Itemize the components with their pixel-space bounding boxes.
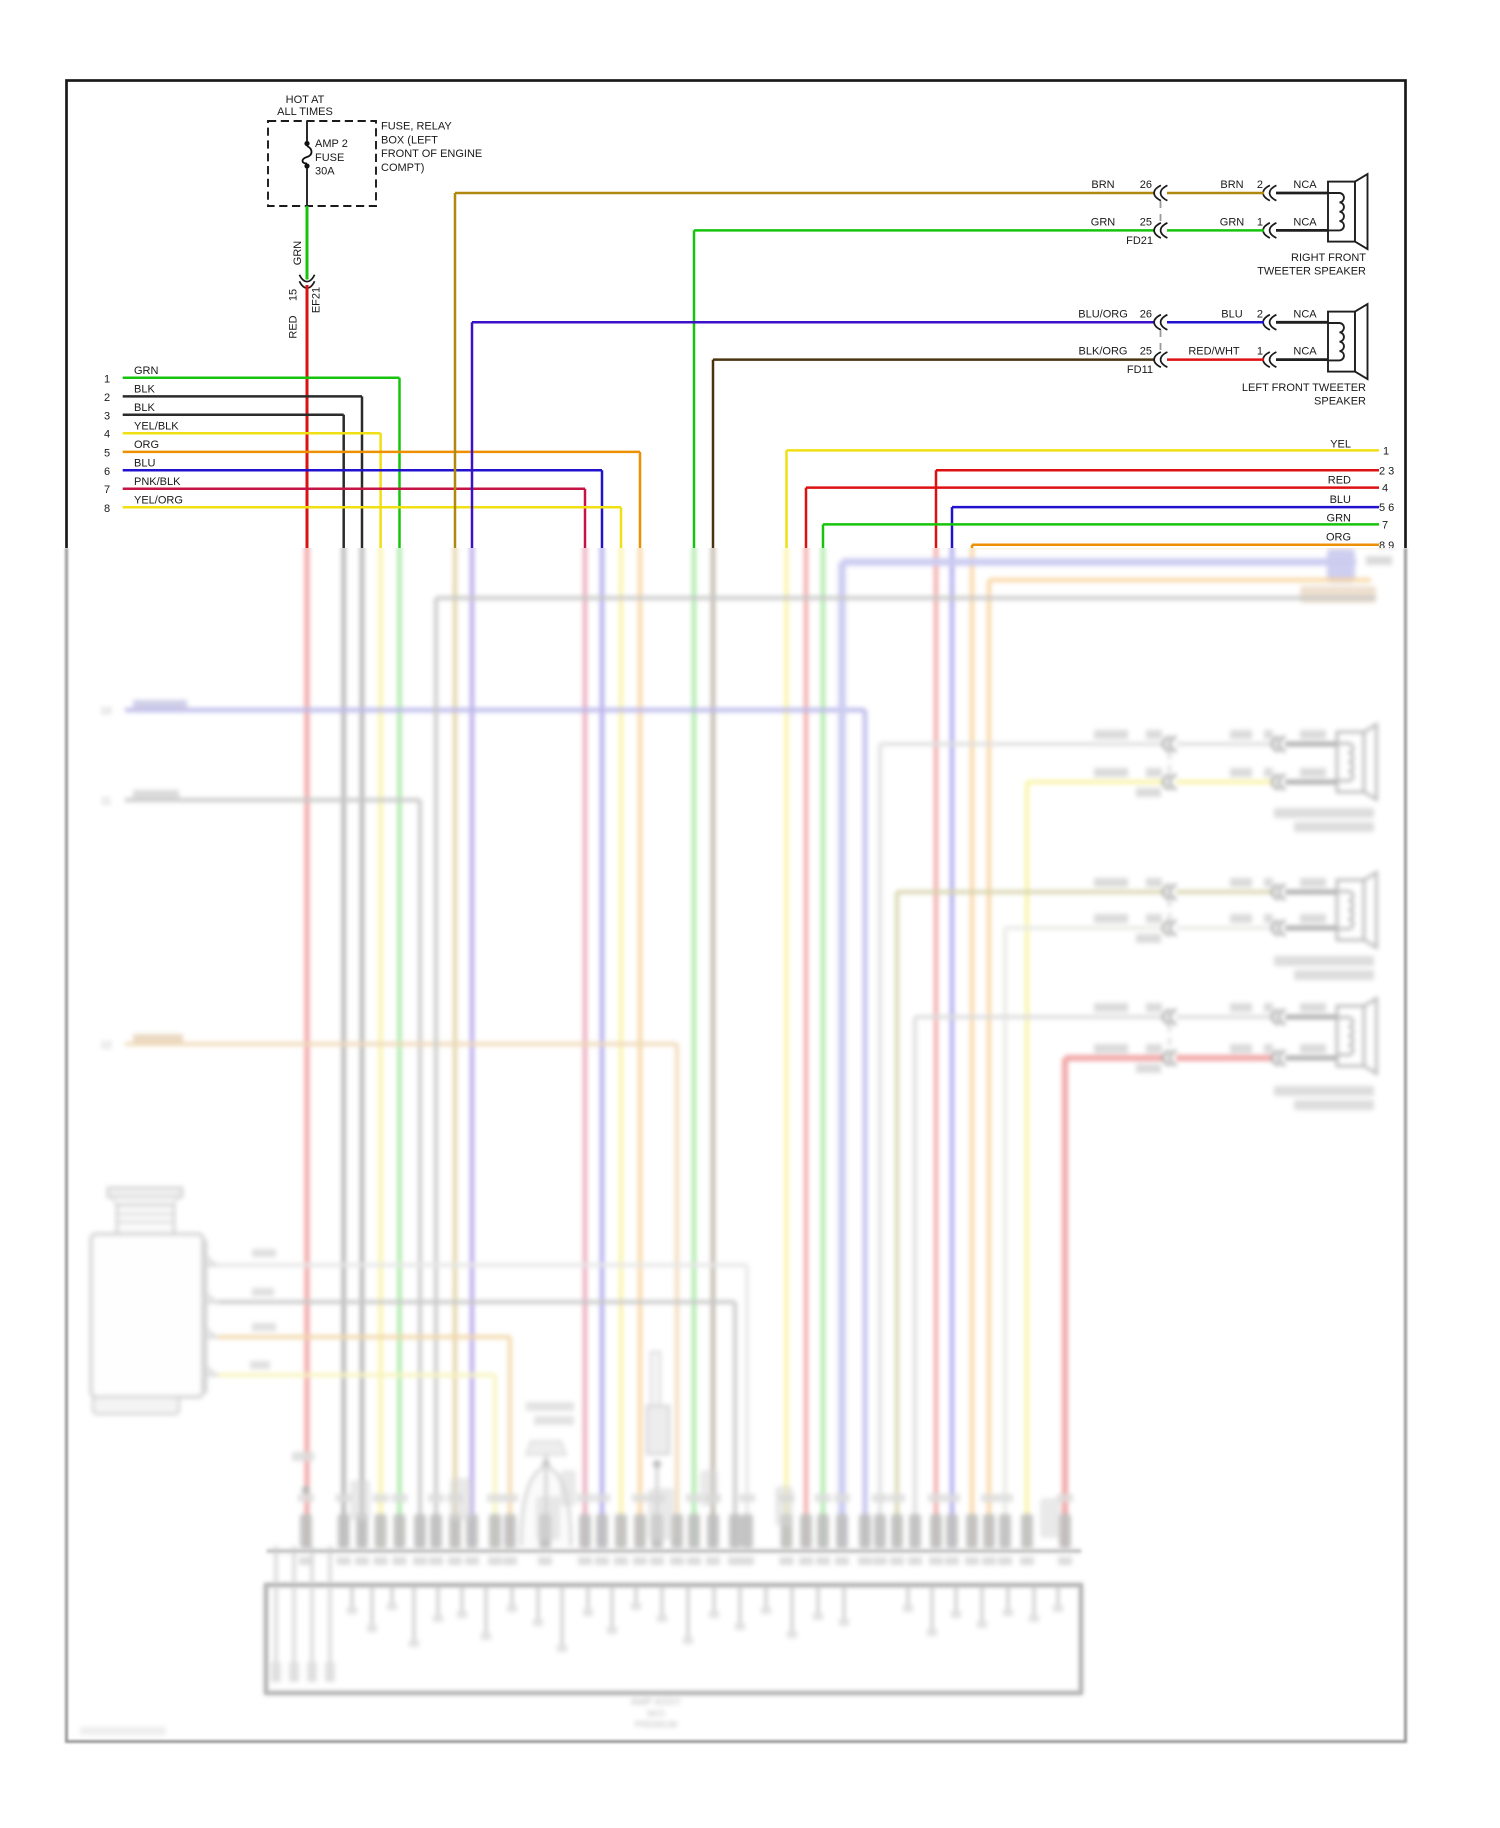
svg-text:1: 1 [1257, 346, 1263, 358]
svg-text:BLU: BLU [1330, 494, 1351, 506]
svg-text:BRN: BRN [1220, 179, 1243, 191]
svg-text:NCA: NCA [1293, 179, 1317, 191]
svg-text:RED/WHT: RED/WHT [1188, 346, 1240, 358]
svg-text:4: 4 [1382, 483, 1388, 495]
svg-text:YEL: YEL [1330, 439, 1351, 451]
svg-text:FUSE, RELAY: FUSE, RELAY [381, 121, 452, 133]
svg-text:BOX (LEFT: BOX (LEFT [381, 134, 438, 146]
svg-text:ALL TIMES: ALL TIMES [277, 106, 333, 118]
svg-text:PREMIUM: PREMIUM [635, 1720, 678, 1730]
svg-text:15: 15 [288, 289, 300, 301]
svg-text:BLK: BLK [134, 384, 155, 396]
svg-text:BLK/ORG: BLK/ORG [1079, 346, 1128, 358]
svg-text:5 6: 5 6 [1379, 502, 1394, 514]
svg-text:1: 1 [1257, 216, 1263, 228]
svg-text:GRN: GRN [1091, 216, 1116, 228]
svg-text:YEL/BLK: YEL/BLK [134, 420, 179, 432]
svg-text:SPEAKER: SPEAKER [1314, 396, 1366, 408]
svg-text:NCA: NCA [1293, 346, 1317, 358]
svg-text:TWEETER SPEAKER: TWEETER SPEAKER [1257, 266, 1366, 278]
svg-text:HOT AT: HOT AT [286, 94, 325, 106]
svg-text:12: 12 [100, 1040, 112, 1051]
svg-text:BRN: BRN [1091, 179, 1114, 191]
svg-text:2 3: 2 3 [1379, 465, 1394, 477]
svg-text:RED: RED [1328, 475, 1351, 487]
svg-text:NCA: NCA [1293, 308, 1317, 320]
svg-text:ORG: ORG [134, 439, 159, 451]
svg-text:FD21: FD21 [1126, 235, 1153, 247]
svg-text:COMPT): COMPT) [381, 162, 424, 174]
svg-text:1: 1 [104, 373, 110, 385]
svg-text:BLU: BLU [134, 458, 155, 470]
svg-text:7: 7 [104, 484, 110, 496]
svg-text:10: 10 [100, 706, 112, 717]
svg-text:4: 4 [104, 429, 110, 441]
svg-text:AMP 2: AMP 2 [315, 138, 348, 150]
svg-text:GRN: GRN [292, 241, 304, 266]
svg-text:30A: 30A [315, 166, 335, 178]
svg-text:26: 26 [1140, 308, 1152, 320]
svg-text:3: 3 [104, 410, 110, 422]
svg-text:6: 6 [104, 466, 110, 478]
svg-text:AMP ASSY: AMP ASSY [631, 1697, 682, 1708]
svg-text:GRN: GRN [134, 365, 159, 377]
svg-text:5: 5 [104, 447, 110, 459]
svg-text:EF21: EF21 [311, 287, 323, 313]
svg-text:PNK/BLK: PNK/BLK [134, 476, 181, 488]
svg-text:BLU/ORG: BLU/ORG [1078, 308, 1128, 320]
svg-text:25: 25 [1140, 346, 1152, 358]
svg-text:NCA: NCA [1293, 216, 1317, 228]
svg-text:BLK: BLK [134, 402, 155, 414]
svg-text:26: 26 [1140, 179, 1152, 191]
svg-text:ORG: ORG [1326, 532, 1351, 544]
svg-text:FUSE: FUSE [315, 152, 344, 164]
svg-text:8 9: 8 9 [1379, 540, 1394, 552]
svg-text:RED: RED [288, 315, 300, 338]
svg-text:2: 2 [1257, 308, 1263, 320]
svg-text:2: 2 [1257, 179, 1263, 191]
svg-text:8 9: 8 9 [1379, 540, 1394, 552]
svg-text:8: 8 [104, 503, 110, 515]
svg-text:BLU: BLU [1221, 308, 1242, 320]
svg-text:1: 1 [1383, 445, 1389, 457]
svg-text:25: 25 [1140, 216, 1152, 228]
svg-text:FRONT OF ENGINE: FRONT OF ENGINE [381, 148, 482, 160]
svg-text:LEFT FRONT TWEETER: LEFT FRONT TWEETER [1242, 382, 1366, 394]
svg-text:11: 11 [101, 796, 112, 807]
svg-text:YEL/ORG: YEL/ORG [134, 495, 183, 507]
svg-text:7: 7 [1382, 519, 1388, 531]
svg-text:GRN: GRN [1220, 216, 1245, 228]
svg-text:W/O: W/O [647, 1709, 665, 1719]
svg-text:2: 2 [104, 392, 110, 404]
svg-text:RIGHT FRONT: RIGHT FRONT [1291, 252, 1366, 264]
svg-text:GRN: GRN [1327, 513, 1352, 525]
svg-text:FD11: FD11 [1127, 364, 1153, 376]
